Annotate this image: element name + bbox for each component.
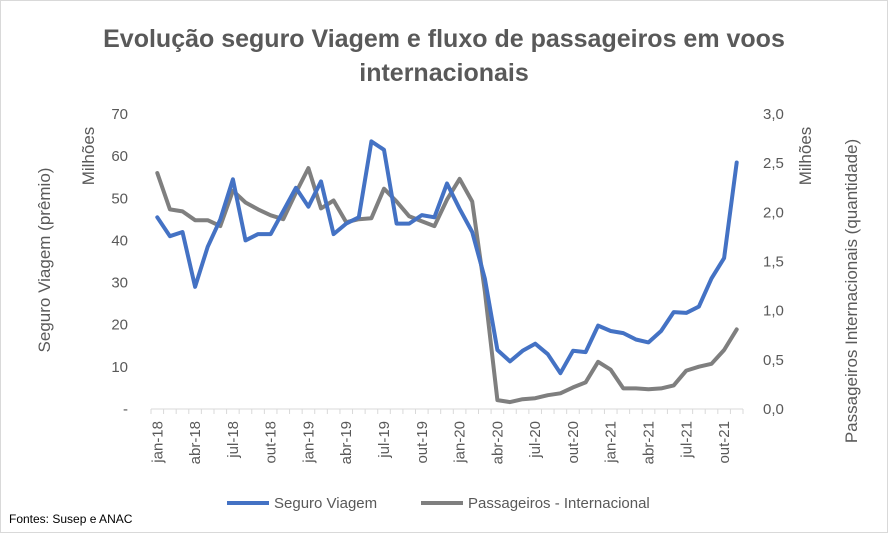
right-axis-ticks: 0,0 0,5 1,0 1,5 2,0 2,5 3,0 [763,106,784,418]
left-tick-label: 40 [111,232,128,249]
series-line-passageiros-internacional [155,166,739,405]
right-tick-label: 0,0 [763,401,784,418]
x-tick-label: jan-19 [300,421,317,464]
right-tick-label: 3,0 [763,106,784,123]
x-tick-label: abr-19 [338,421,355,464]
x-tick-label: out-21 [716,421,733,464]
x-tick-label: abr-20 [489,421,506,464]
right-tick-label: 0,5 [763,352,784,369]
right-axis-label: Passageiros Internacionais (quantidade) [842,139,861,443]
left-tick-label: 70 [111,106,128,123]
legend-label-seguro: Seguro Viagem [274,495,377,512]
x-tick-label: jul-18 [225,421,242,459]
right-tick-label: 1,5 [763,254,784,271]
x-tick-label: jul-20 [527,421,544,459]
left-axis-ticks: - 10 20 30 40 50 60 70 [111,106,128,418]
x-tick-label: out-19 [414,421,431,464]
x-tick-label: jan-18 [149,421,166,464]
left-tick-label: 20 [111,317,128,334]
x-axis: jan-18 abr-18 jul-18 out-18 jan-19 abr-19 jul-… [149,408,744,464]
left-tick-label: 60 [111,148,128,165]
x-tick-label: out-20 [565,421,582,464]
x-tick-label: jan-20 [452,421,469,464]
left-tick-label: 30 [111,275,128,292]
chart-title-line-2: internacionais [359,59,529,87]
x-tick-label: abr-21 [641,421,658,464]
right-tick-label: 1,0 [763,303,784,320]
x-tick-label: out-18 [263,421,280,464]
right-axis-units: Milhões [796,127,815,186]
left-tick-label: 50 [111,190,128,207]
right-tick-label: 2,5 [763,155,784,172]
left-axis-titles: Seguro Viagem (prêmio) Milhões [35,127,98,353]
chart-title: Evolução seguro Viagem e fluxo de passag… [103,25,785,87]
left-axis-units: Milhões [79,127,98,186]
chart-title-line-1: Evolução seguro Viagem e fluxo de passag… [103,25,785,53]
right-tick-label: 2,0 [763,204,784,221]
legend-label-passageiros: Passageiros - Internacional [468,495,650,512]
x-tick-label: jul-19 [376,421,393,459]
source-note: Fontes: Susep e ANAC [9,512,133,526]
right-axis-titles: Passageiros Internacionais (quantidade) … [796,127,861,443]
series-lines [155,139,739,405]
x-tick-label: jan-21 [603,421,620,464]
legend: Seguro Viagem Passageiros - Internaciona… [227,495,650,512]
left-axis-label: Seguro Viagem (prêmio) [35,168,54,353]
series-line-seguro-viagem [155,139,739,376]
left-tick-label: 10 [111,359,128,376]
x-tick-label: abr-18 [187,421,204,464]
left-tick-label: - [123,401,128,418]
x-tick-label: jul-21 [678,421,695,459]
